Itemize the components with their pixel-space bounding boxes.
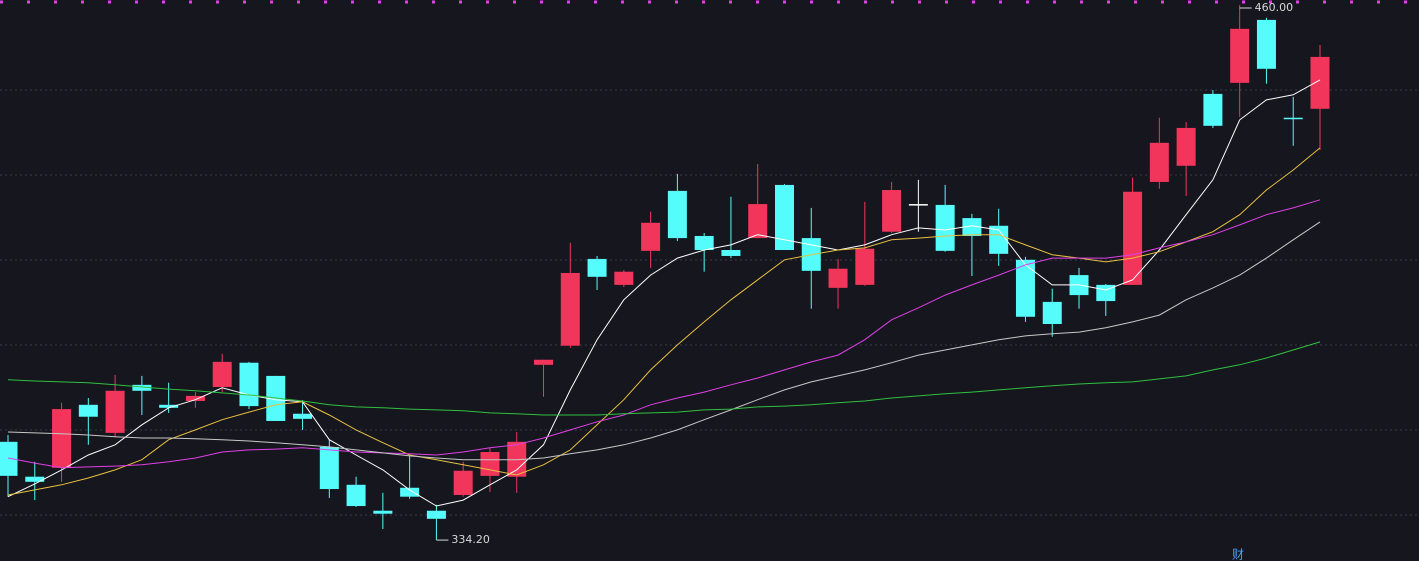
candle-body [159,404,179,408]
candle-body [78,404,98,417]
candle-body [346,484,366,507]
candle-body [1230,28,1250,83]
candle-body [534,359,554,365]
candle-body [239,362,259,407]
candle-body [1149,142,1169,182]
candle-body [105,390,125,433]
candle-body [1015,259,1035,317]
candle-body [989,225,1009,254]
moving-average-line [7,79,1321,507]
candle-body [1310,56,1330,109]
candle-body [1042,301,1062,325]
candle-body [828,268,848,288]
candle-body [748,204,768,239]
candle-body [480,452,500,476]
candle-body [667,190,687,239]
candle-body [962,218,982,236]
candle-body [641,222,661,251]
moving-average-line [7,221,1321,461]
candle-body [587,258,607,277]
footer-text: 财 [1232,548,1244,561]
annotation-label: 460.00 [1255,1,1294,14]
candle-body [1203,93,1223,126]
candle-body [1176,127,1196,166]
candle-body [132,384,152,391]
candle-body [453,470,473,495]
candle-body [1123,191,1143,285]
candle-body [614,271,634,285]
candle-body [212,361,232,387]
candle-body [774,184,794,251]
moving-average-line [7,341,1321,416]
candle-body [0,441,18,476]
candle-body [1256,19,1276,69]
grid [0,89,1419,516]
candle-body [426,510,446,519]
candle-body [400,487,420,497]
candle-body [560,272,580,346]
candle-body [855,248,875,285]
candle-body [52,409,72,468]
candle-body [935,204,955,251]
candle-body [25,476,45,482]
candle-body [185,395,205,401]
candle-body [694,235,714,251]
annotation-label: 334.20 [451,533,490,546]
moving-average-line [7,199,1321,469]
candle-body [373,510,393,514]
candle-body [1283,117,1303,120]
candle-body [882,190,902,232]
candle-body [319,446,339,490]
candle-body [721,250,741,256]
moving-average-line [7,147,1321,496]
candle-body [293,413,313,419]
candle-body [908,204,928,206]
